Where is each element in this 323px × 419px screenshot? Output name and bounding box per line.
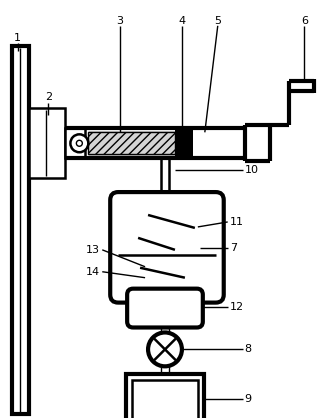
Bar [132, 380, 198, 419]
Text: 10: 10 [245, 165, 259, 175]
Bar [28, 109, 66, 178]
Text: 5: 5 [214, 16, 221, 26]
Text: 6: 6 [301, 16, 308, 26]
Text: 1: 1 [14, 33, 21, 43]
Circle shape [70, 134, 88, 152]
Bar [88, 132, 175, 154]
Circle shape [148, 332, 182, 366]
Text: 2: 2 [45, 93, 52, 103]
Text: 3: 3 [117, 16, 124, 26]
Text: 7: 7 [230, 243, 237, 253]
Bar [66, 128, 85, 158]
Circle shape [76, 140, 82, 146]
Text: 9: 9 [245, 394, 252, 404]
FancyBboxPatch shape [110, 192, 224, 303]
Bar [126, 374, 204, 419]
Text: 11: 11 [230, 217, 244, 227]
Text: 8: 8 [245, 344, 252, 354]
FancyBboxPatch shape [127, 289, 203, 328]
Text: 12: 12 [230, 302, 244, 312]
Text: 13: 13 [86, 245, 100, 255]
Bar [12, 46, 28, 414]
Bar [88, 132, 175, 154]
Text: 4: 4 [178, 16, 185, 26]
Bar [175, 129, 193, 157]
Text: 14: 14 [86, 267, 100, 277]
